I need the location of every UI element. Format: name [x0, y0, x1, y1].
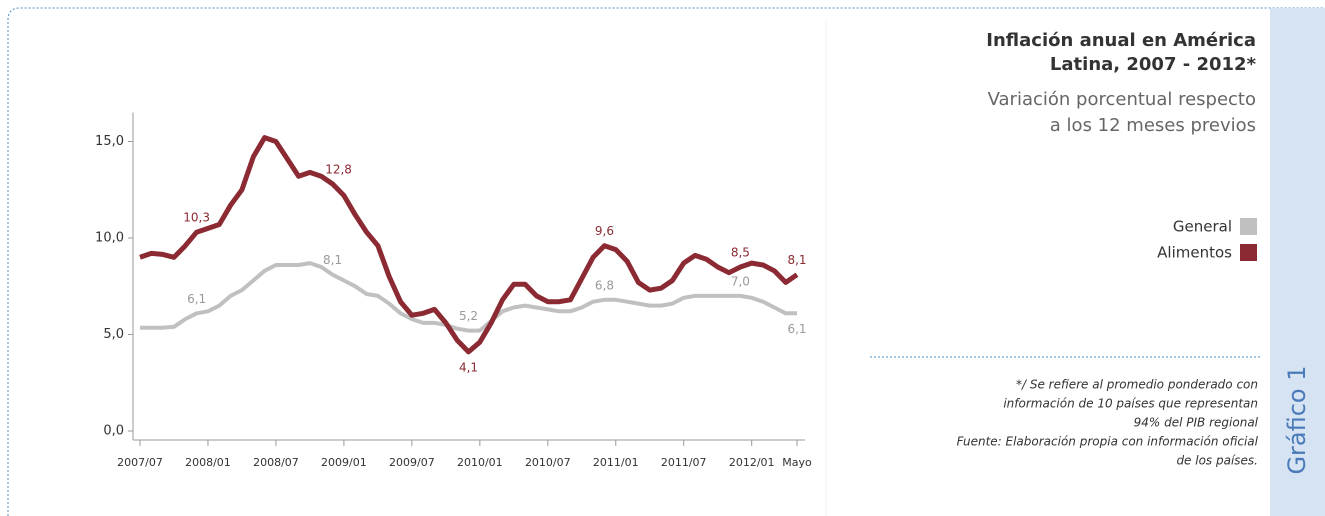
x-tick-label: 2010/01 — [457, 456, 503, 469]
legend-swatch — [1240, 218, 1257, 235]
data-label: 8,1 — [787, 253, 806, 267]
y-tick-label: 5,0 — [103, 327, 124, 342]
data-label: 4,1 — [459, 360, 478, 374]
y-tick-label: 0,0 — [103, 424, 124, 439]
legend-label: General — [1173, 218, 1232, 236]
data-label: 7,0 — [731, 274, 750, 288]
x-tick-label: 2011/07 — [661, 456, 707, 469]
data-label: 10,3 — [183, 211, 210, 225]
x-tick-label: 2010/07 — [525, 456, 571, 469]
data-label: 5,2 — [459, 309, 478, 323]
x-tick-label: Mayo — [782, 456, 812, 469]
note: */ Se refiere al promedio ponderado con — [1016, 378, 1258, 392]
chart-subtitle: Variación porcentual respecto — [988, 89, 1256, 110]
data-label: 12,8 — [325, 162, 352, 176]
x-tick-label: 2009/01 — [321, 456, 367, 469]
side-band — [1270, 8, 1325, 516]
legend-swatch — [1240, 244, 1257, 261]
note: 94% del PIB regional — [1134, 416, 1259, 430]
data-label: 6,1 — [187, 292, 206, 306]
series-line — [140, 261, 797, 333]
x-tick-label: 2007/07 — [117, 456, 163, 469]
y-tick-label: 10,0 — [95, 231, 124, 246]
data-label: 8,1 — [323, 253, 342, 267]
x-tick-label: 2008/01 — [185, 456, 231, 469]
chart-title: Inflación anual en América — [986, 30, 1256, 51]
x-tick-label: 2008/07 — [253, 456, 299, 469]
legend-label: Alimentos — [1157, 244, 1232, 262]
x-tick-label: 2012/01 — [729, 456, 775, 469]
note: información de 10 países que representan — [1003, 397, 1258, 411]
chart-title: Latina, 2007 - 2012* — [1050, 54, 1257, 75]
note: de los países. — [1176, 454, 1258, 468]
note: Fuente: Elaboración propia con informaci… — [957, 435, 1259, 449]
frame — [7, 7, 1325, 516]
data-label: 6,1 — [787, 322, 806, 336]
chart-subtitle: a los 12 meses previos — [1050, 115, 1256, 136]
data-label: 8,5 — [731, 245, 750, 259]
series-line — [139, 135, 799, 355]
x-tick-label: 2009/07 — [389, 456, 435, 469]
y-tick-label: 15,0 — [95, 134, 124, 149]
x-tick-label: 2011/01 — [593, 456, 639, 469]
side-label: Gráfico 1 — [1283, 365, 1311, 474]
data-label: 6,8 — [595, 278, 614, 292]
data-label: 9,6 — [595, 224, 614, 238]
